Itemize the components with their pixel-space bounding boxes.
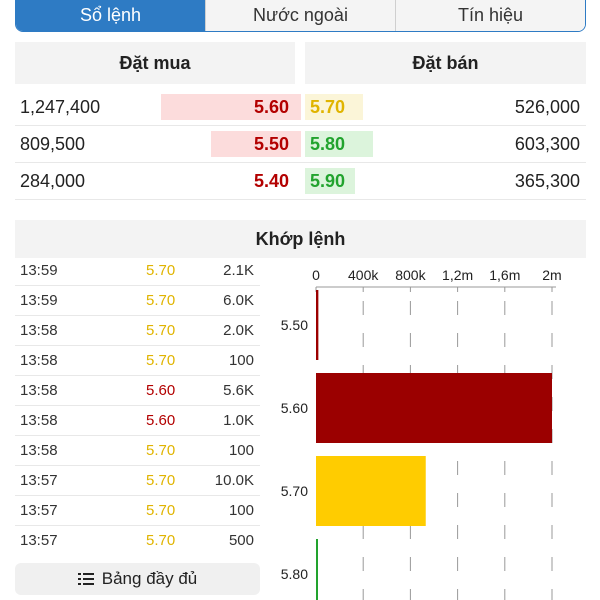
x-tick-label: 1,6m — [489, 267, 520, 283]
trade-volume: 100 — [228, 502, 254, 519]
volume-bar — [316, 456, 426, 526]
ask-volume-bar — [305, 168, 355, 194]
volume-bar — [316, 539, 318, 600]
trade-time: 13:58 — [20, 352, 58, 369]
orderbook-row: 284,000 5.40 5.90 365,300 — [15, 163, 586, 200]
x-tick-label: 1,2m — [442, 267, 473, 283]
y-category-label: 5.70 — [281, 483, 308, 499]
trade-row: 13:58 5.60 5.6K — [15, 376, 260, 406]
trade-volume: 500 — [228, 532, 254, 549]
trade-time: 13:58 — [20, 442, 58, 459]
ask-volume: 603,300 — [514, 134, 580, 154]
trade-price: 5.70 — [146, 442, 176, 459]
trade-volume: 5.6K — [223, 382, 254, 399]
trade-row: 13:57 5.70 500 — [15, 526, 260, 556]
trade-price: 5.70 — [146, 532, 176, 549]
trade-row: 13:57 5.70 100 — [15, 496, 260, 526]
trade-price: 5.60 — [146, 412, 176, 429]
bid-volume: 284,000 — [20, 171, 86, 191]
volume-bar — [316, 290, 319, 360]
trade-time: 13:59 — [20, 292, 58, 309]
trade-row: 13:57 5.70 10.0K — [15, 466, 260, 496]
bid-volume: 809,500 — [20, 134, 86, 154]
bid-price: 5.40 — [253, 171, 289, 191]
ask-volume-bar — [305, 131, 373, 157]
ask-price: 5.80 — [310, 134, 346, 154]
x-tick-label: 800k — [395, 267, 426, 283]
trade-volume: 100 — [228, 442, 254, 459]
trade-time: 13:59 — [20, 262, 58, 279]
trade-time: 13:57 — [20, 472, 58, 489]
ask-price: 5.90 — [310, 171, 346, 191]
full-table-button[interactable]: Bảng đầy đủ — [15, 563, 260, 595]
trade-time: 13:57 — [20, 502, 58, 519]
bid-volume-bar — [211, 131, 301, 157]
tab-signals[interactable]: Tín hiệu — [395, 0, 585, 31]
trade-time: 13:58 — [20, 322, 58, 339]
orderbook-row: 809,500 5.50 5.80 603,300 — [15, 126, 586, 163]
tab-bar: Sổ lệnh Nước ngoài Tín hiệu — [15, 0, 586, 32]
trade-volume: 6.0K — [223, 292, 254, 309]
bid-volume: 1,247,400 — [20, 97, 101, 117]
tab-foreign[interactable]: Nước ngoài — [205, 0, 395, 31]
trade-price: 5.60 — [146, 382, 176, 399]
trade-row: 13:58 5.70 100 — [15, 436, 260, 466]
bid-price: 5.60 — [253, 97, 289, 117]
trade-price: 5.70 — [146, 322, 176, 339]
ask-volume-bar — [305, 94, 363, 120]
ask-header: Đặt bán — [305, 42, 586, 84]
matched-header: Khớp lệnh — [15, 220, 586, 258]
trade-row: 13:59 5.70 6.0K — [15, 286, 260, 316]
volume-by-price-chart: 0 400k 800k 1,2m 1,6m 2m 5.50 5.60 5.70 5.80 — [281, 267, 562, 600]
trade-row: 13:59 5.70 2.1K — [15, 256, 260, 286]
trade-volume: 1.0K — [223, 412, 254, 429]
trade-row: 13:58 5.70 100 — [15, 346, 260, 376]
list-icon — [77, 572, 94, 586]
trade-price: 5.70 — [146, 472, 176, 489]
bid-header: Đặt mua — [15, 42, 295, 84]
ask-volume: 526,000 — [514, 97, 580, 117]
bid-price: 5.50 — [253, 134, 289, 154]
trade-time: 13:58 — [20, 412, 58, 429]
trade-price: 5.70 — [146, 502, 176, 519]
y-category-label: 5.50 — [281, 317, 308, 333]
y-category-label: 5.80 — [281, 566, 308, 582]
trade-time: 13:58 — [20, 382, 58, 399]
trade-price: 5.70 — [146, 262, 176, 279]
trade-price: 5.70 — [146, 292, 176, 309]
x-tick-label: 2m — [542, 267, 561, 283]
bid-volume-bar — [161, 94, 301, 120]
tab-order-book[interactable]: Sổ lệnh — [16, 0, 205, 31]
x-tick-label: 0 — [312, 267, 320, 283]
trade-volume: 10.0K — [214, 472, 254, 489]
trade-volume: 2.0K — [223, 322, 254, 339]
ask-price: 5.70 — [310, 97, 346, 117]
volume-bar — [316, 373, 552, 443]
ask-volume: 365,300 — [514, 171, 580, 191]
orderbook-row: 1,247,400 5.60 5.70 526,000 — [15, 89, 586, 126]
trade-price: 5.70 — [146, 352, 176, 369]
trade-volume: 2.1K — [223, 262, 254, 279]
trade-row: 13:58 5.70 2.0K — [15, 316, 260, 346]
full-table-label: Bảng đầy đủ — [101, 569, 198, 588]
y-category-label: 5.60 — [281, 400, 308, 416]
trade-volume: 100 — [228, 352, 254, 369]
x-tick-label: 400k — [348, 267, 379, 283]
trade-row: 13:58 5.60 1.0K — [15, 406, 260, 436]
trade-time: 13:57 — [20, 532, 58, 549]
